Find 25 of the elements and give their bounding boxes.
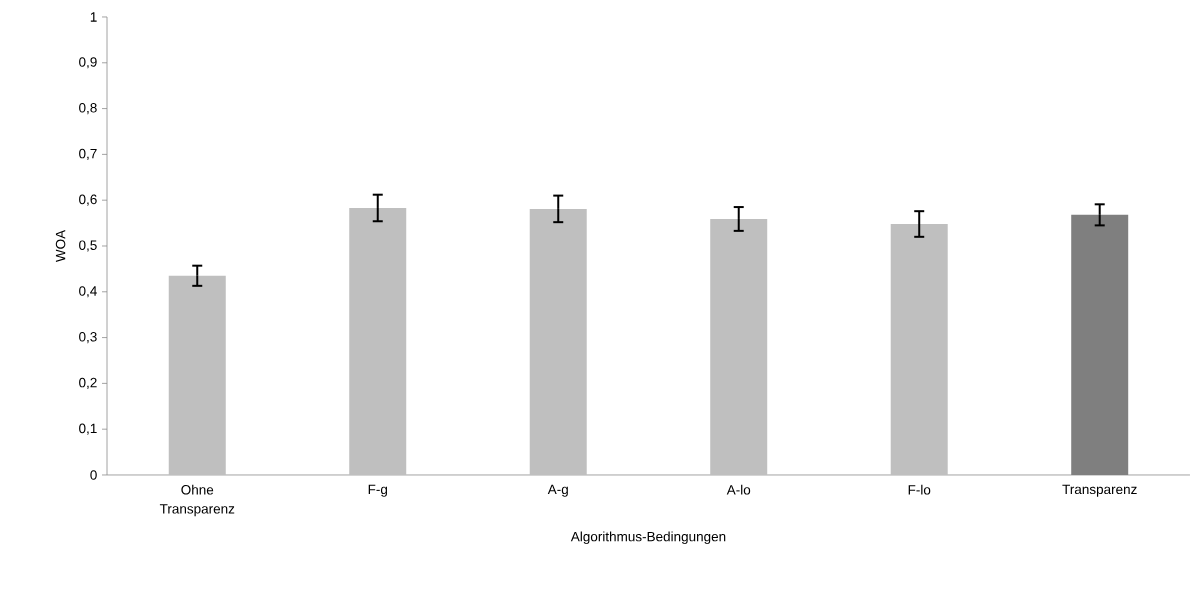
- bar: [890, 224, 948, 475]
- x-tick-label: A-lo: [726, 484, 751, 495]
- y-tick-label: 0,4: [79, 286, 97, 298]
- bar: [529, 208, 587, 475]
- y-tick-label: 0,6: [79, 194, 97, 206]
- x-tick-label: Ohne Transparenz: [159, 484, 235, 517]
- x-tick-label: Transparenz: [1062, 484, 1137, 497]
- y-tick-label: 0: [90, 470, 97, 480]
- x-axis-title: Algorithmus-Bedingungen: [570, 531, 726, 545]
- bar: [710, 218, 768, 475]
- bar: [168, 275, 226, 475]
- y-tick-label: 0,5: [79, 240, 97, 252]
- bar: [1071, 214, 1129, 475]
- bar: [349, 207, 407, 475]
- y-tick-label: 0,1: [79, 423, 97, 435]
- y-tick-label: 0,7: [79, 148, 97, 160]
- y-tick-label: 1: [90, 12, 97, 22]
- y-tick-label: 0,2: [79, 377, 97, 389]
- x-tick-label: F-lo: [908, 484, 931, 495]
- y-tick-label: 0,9: [79, 57, 97, 69]
- y-tick-label: 0,3: [79, 332, 97, 344]
- y-axis-title: WOA: [55, 229, 66, 263]
- x-tick-label: A-g: [547, 484, 568, 497]
- x-tick-label: F-g: [368, 484, 388, 497]
- y-tick-label: 0,8: [79, 103, 97, 115]
